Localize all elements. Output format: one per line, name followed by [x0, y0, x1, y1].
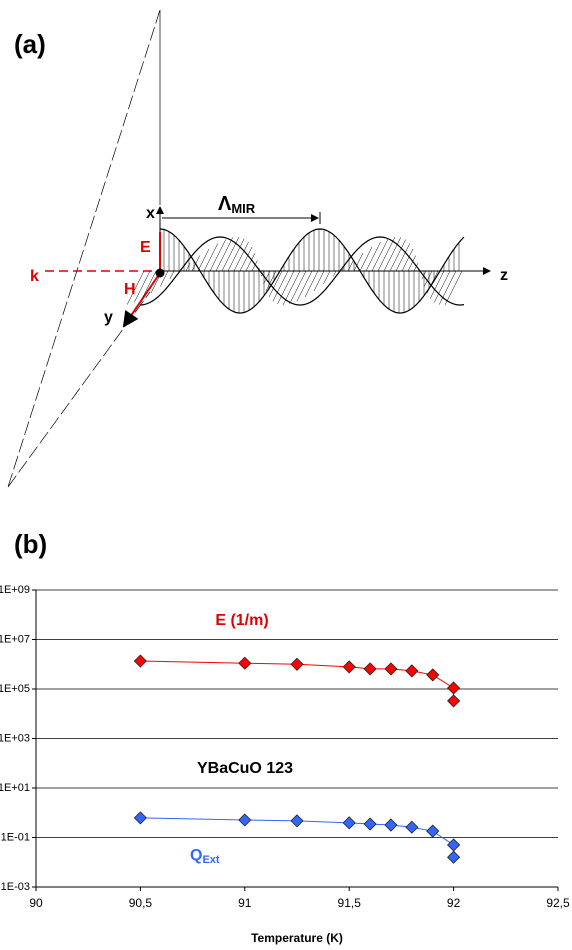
y-tick-label: 1E-01 — [1, 831, 30, 843]
x-label: x — [146, 205, 155, 222]
marker — [384, 662, 398, 676]
marker — [133, 654, 147, 668]
marker — [447, 694, 461, 708]
marker — [363, 817, 377, 831]
marker — [405, 664, 419, 678]
lambda-label: ΛMIR — [218, 193, 256, 216]
y-tick-label: 1E+03 — [0, 732, 30, 744]
panel-label: (b) — [14, 529, 47, 559]
marker — [447, 838, 461, 852]
marker — [133, 811, 147, 825]
marker — [290, 814, 304, 828]
e-wave — [159, 228, 465, 314]
y-tick-label: 1E-03 — [1, 881, 30, 893]
lambda-subscript: MIR — [231, 201, 255, 216]
x-tick-label: 91 — [238, 896, 252, 910]
k-label: k — [30, 268, 39, 285]
plane-edge — [7, 291, 151, 488]
e-label: E — [140, 239, 151, 256]
y-tick-label: 1E+05 — [0, 683, 30, 695]
x-tick-label: 90 — [29, 896, 43, 910]
h-wave — [139, 236, 465, 306]
marker — [290, 657, 304, 671]
annotation-sub: Ext — [202, 854, 219, 866]
y-tick-label: 1E+01 — [0, 782, 30, 794]
lambda-symbol: Λ — [218, 193, 232, 215]
annotation: YBaCuO 123 — [197, 760, 293, 777]
marker — [238, 813, 252, 827]
wave-diagram — [7, 9, 491, 488]
chart: 1E-03 1E-01 1E+01 1E+03 1E+05 1E+07 1E+09 90 90,… — [0, 584, 570, 910]
marker — [342, 660, 356, 674]
panel-label: (a) — [14, 29, 46, 59]
x-tick-label: 92,5 — [546, 896, 570, 910]
origin — [155, 268, 165, 278]
annotation-main: Q — [190, 847, 202, 864]
marker — [426, 824, 440, 838]
marker — [447, 850, 461, 864]
h-vector — [122, 272, 161, 328]
marker — [405, 820, 419, 834]
y-label: y — [104, 309, 113, 326]
marker — [447, 681, 461, 695]
x-tick-label: 91,5 — [338, 896, 362, 910]
marker — [384, 818, 398, 832]
annotation: E (1/m) — [215, 612, 268, 629]
marker — [426, 668, 440, 682]
x-axis-title: Temperature (K) — [251, 931, 343, 945]
marker — [342, 816, 356, 830]
marker — [363, 662, 377, 676]
annotation: QExt — [190, 847, 220, 866]
x-tick-label: 90,5 — [129, 896, 153, 910]
wave-hatching — [126, 229, 463, 313]
y-tick-label: 1E+09 — [0, 584, 30, 596]
y-tick-label: 1E+07 — [0, 633, 30, 645]
series-line — [140, 817, 455, 858]
marker — [238, 656, 252, 670]
plane-edge — [7, 9, 161, 488]
h-label: H — [124, 281, 136, 298]
series-line — [140, 660, 455, 701]
x-tick-label: 92 — [447, 896, 461, 910]
z-label: z — [500, 267, 508, 284]
